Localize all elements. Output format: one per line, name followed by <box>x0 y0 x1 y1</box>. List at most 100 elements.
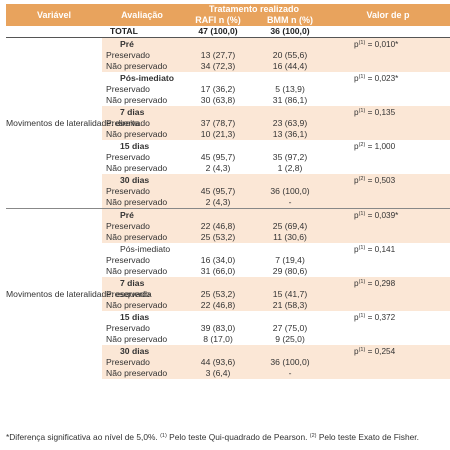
rafi-cell: 10 (21,3) <box>182 129 254 140</box>
p-value-cell <box>326 323 450 334</box>
evaluation-cell: 15 dias <box>120 311 150 322</box>
p-value-cell <box>326 152 450 163</box>
rafi-cell <box>182 140 254 152</box>
p-value-cell <box>326 300 450 311</box>
bmm-cell: 11 (30,6) <box>254 232 326 243</box>
rafi-cell: 17 (36,2) <box>200 84 236 94</box>
footnote: *Diferença significativa ao nível de 5,0… <box>6 432 419 442</box>
p-value-cell <box>326 61 450 72</box>
total-bmm: 36 (100,0) <box>254 26 326 38</box>
p-value-cell: p(1) = 0,039* <box>326 208 450 221</box>
evaluation-cell: Não preservado <box>106 334 168 344</box>
rafi-cell: 25 (53,2) <box>182 232 254 243</box>
bmm-cell: 29 (80,6) <box>272 266 308 276</box>
header-variable: Variável <box>6 4 102 26</box>
table-row: Não preservado 25 (53,2) 11 (30,6) <box>6 232 450 243</box>
p-value-cell <box>326 232 450 243</box>
rafi-cell: 22 (46,8) <box>182 300 254 311</box>
bmm-cell: 36 (100,0) <box>254 357 326 368</box>
rafi-cell: 2 (4,3) <box>182 197 254 209</box>
table-row: Preservado 39 (83,0) 27 (75,0) <box>6 323 450 334</box>
bmm-cell: 16 (44,4) <box>254 61 326 72</box>
rafi-cell: 45 (95,7) <box>182 186 254 197</box>
bmm-cell <box>254 243 326 255</box>
p-value-cell <box>326 163 450 174</box>
table-row: Preservado 25 (53,2) 15 (41,7) <box>6 289 450 300</box>
evaluation-cell: Preservado <box>102 357 182 368</box>
table-row: 7 dias p(1) = 0,135 <box>6 106 450 118</box>
table-row: Não preservado 2 (4,3) 1 (2,8) <box>6 163 450 174</box>
bmm-cell: 25 (69,4) <box>254 221 326 232</box>
p-value-cell <box>326 95 450 106</box>
p-value-cell <box>326 186 450 197</box>
p-value-cell <box>326 368 450 379</box>
bmm-cell: 7 (19,4) <box>275 255 305 265</box>
bmm-cell <box>254 311 326 323</box>
results-table: Variável Avaliação Tratamento realizado … <box>6 4 450 379</box>
table-row: Não preservado 3 (6,4) - <box>6 368 450 379</box>
table-row: Não preservado 8 (17,0) 9 (25,0) <box>6 334 450 345</box>
evaluation-cell: Preservado <box>102 186 182 197</box>
bmm-cell: 15 (41,7) <box>254 289 326 300</box>
table-row: 7 dias p(1) = 0,298 <box>6 277 450 289</box>
bmm-cell: 1 (2,8) <box>277 163 303 173</box>
evaluation-cell: 7 dias <box>102 277 182 289</box>
evaluation-cell: 30 dias <box>102 174 182 186</box>
p-value-cell <box>326 221 450 232</box>
p-value-cell <box>326 118 450 129</box>
p-value-cell <box>326 129 450 140</box>
bmm-cell: 27 (75,0) <box>272 323 308 333</box>
table-row: Preservado 17 (36,2) 5 (13,9) <box>6 84 450 95</box>
total-rafi: 47 (100,0) <box>182 26 254 38</box>
p-value-cell <box>326 50 450 61</box>
table-row: Não preservado 10 (21,3) 13 (36,1) <box>6 129 450 140</box>
rafi-cell: 39 (83,0) <box>200 323 236 333</box>
rafi-cell: 2 (4,3) <box>205 163 231 173</box>
rafi-cell: 37 (78,7) <box>182 118 254 129</box>
variable-label: Movimentos de lateralidade: direita <box>6 117 140 128</box>
table-row: Não preservado 2 (4,3) - <box>6 197 450 209</box>
bmm-cell: 21 (58,3) <box>254 300 326 311</box>
bmm-cell: 23 (63,9) <box>254 118 326 129</box>
table-row: Preservado 45 (95,7) 35 (97,2) <box>6 152 450 163</box>
evaluation-cell: Não preservado <box>102 129 182 140</box>
rafi-cell: 22 (46,8) <box>182 221 254 232</box>
table-row: Preservado 45 (95,7) 36 (100,0) <box>6 186 450 197</box>
evaluation-cell: Preservado <box>102 221 182 232</box>
rafi-cell <box>182 208 254 221</box>
table-row: Preservado 22 (46,8) 25 (69,4) <box>6 221 450 232</box>
evaluation-cell: Preservado <box>102 118 182 129</box>
bmm-cell <box>254 106 326 118</box>
evaluation-cell: Pós-imediato <box>120 72 174 83</box>
rafi-cell: 8 (17,0) <box>203 334 233 344</box>
rafi-cell: 44 (93,6) <box>182 357 254 368</box>
p-value-cell: p(1) = 0,135 <box>326 106 450 118</box>
evaluation-cell: Pré <box>102 208 182 221</box>
rafi-cell <box>182 37 254 50</box>
p-value-cell: p(2) = 1,000 <box>354 142 396 151</box>
p-value-cell <box>326 255 450 266</box>
rafi-cell <box>182 345 254 357</box>
p-value-cell: p(1) = 0,010* <box>326 37 450 50</box>
rafi-cell <box>182 72 254 84</box>
header-p-value: Valor de p <box>326 4 450 26</box>
rafi-cell: 3 (6,4) <box>182 368 254 379</box>
bmm-cell <box>254 345 326 357</box>
table-row: Não preservado 31 (66,0) 29 (80,6) <box>6 266 450 277</box>
table-row: Movimentos de lateralidade: direita Pré p(… <box>6 37 450 128</box>
bmm-cell <box>254 37 326 50</box>
evaluation-cell: 7 dias <box>102 106 182 118</box>
evaluation-cell: Não preservado <box>106 163 168 173</box>
p-value-cell <box>326 289 450 300</box>
table-row: 30 dias p(2) = 0,503 <box>6 174 450 186</box>
evaluation-cell: Pós-imediato <box>120 243 171 254</box>
variable-label: Movimentos de lateralidade: esquerda <box>6 208 152 379</box>
bmm-cell: 5 (13,9) <box>275 84 305 94</box>
p-value-cell: p(1) = 0,254 <box>326 345 450 357</box>
p-value-cell: p(1) = 0,298 <box>326 277 450 289</box>
evaluation-cell: Não preservado <box>102 197 182 209</box>
rafi-cell: 34 (72,3) <box>182 61 254 72</box>
bmm-cell: 36 (100,0) <box>254 186 326 197</box>
evaluation-cell: Pré <box>102 37 182 50</box>
total-row: TOTAL 47 (100,0) 36 (100,0) <box>6 26 450 38</box>
